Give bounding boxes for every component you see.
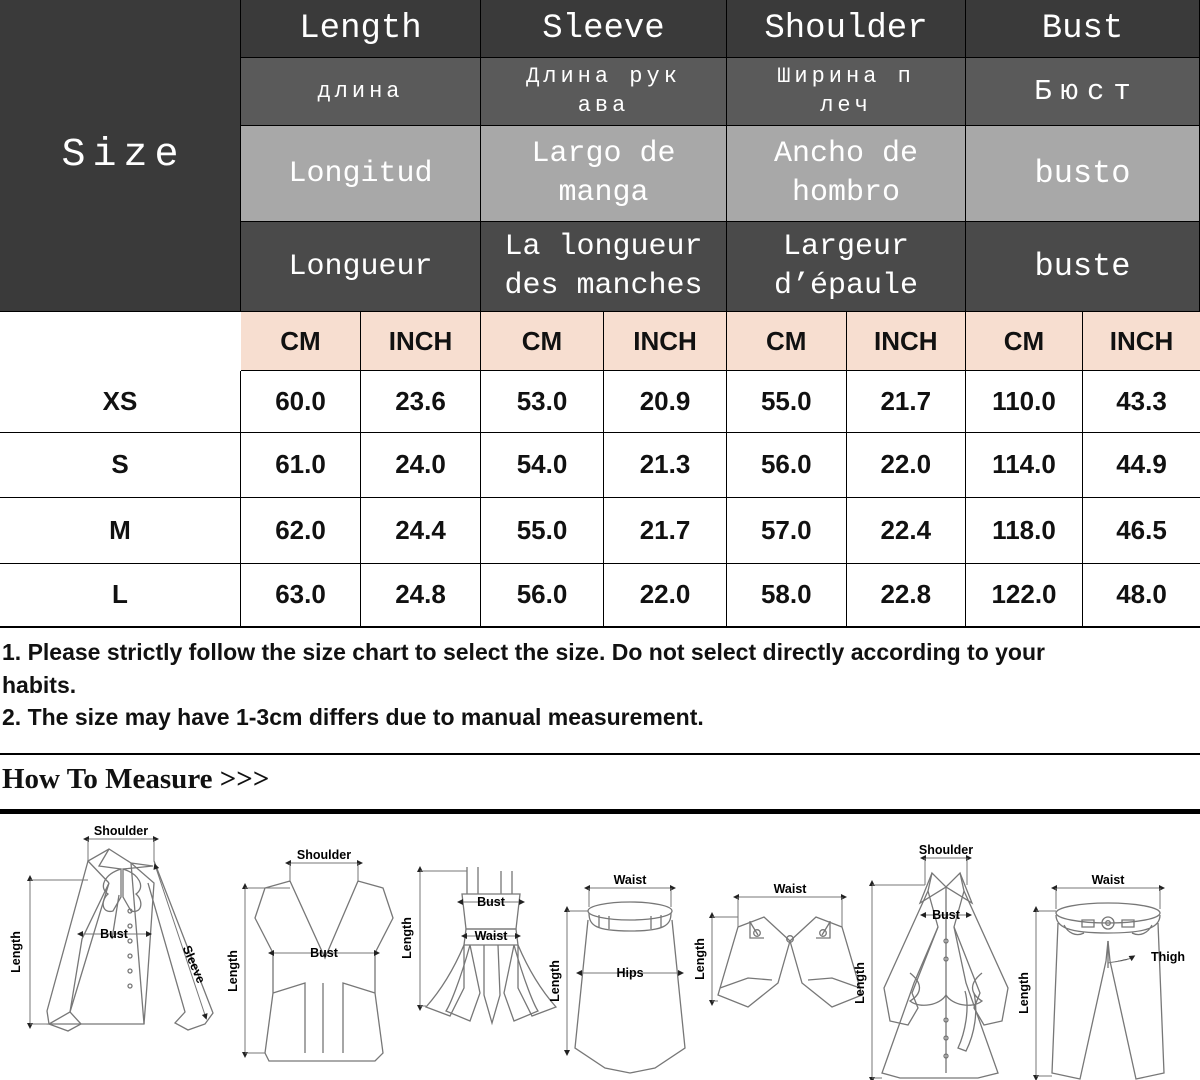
svg-text:Length: Length	[1017, 972, 1031, 1014]
svg-text:Length: Length	[400, 917, 414, 959]
svg-text:Waist: Waist	[475, 929, 509, 943]
svg-text:Length: Length	[226, 950, 240, 992]
svg-text:Length: Length	[9, 931, 23, 973]
svg-text:Waist: Waist	[774, 882, 808, 896]
svg-text:Bust: Bust	[310, 946, 339, 960]
svg-text:Shoulder: Shoulder	[94, 824, 148, 838]
svg-text:Shoulder: Shoulder	[297, 848, 351, 862]
svg-text:Hips: Hips	[616, 966, 643, 980]
svg-text:Length: Length	[548, 960, 562, 1002]
svg-text:Shoulder: Shoulder	[919, 843, 973, 857]
svg-text:Length: Length	[853, 962, 867, 1004]
svg-text:Bust: Bust	[477, 895, 506, 909]
svg-text:Waist: Waist	[1092, 873, 1126, 887]
svg-text:Bust: Bust	[932, 908, 961, 922]
svg-text:Sleeve: Sleeve	[180, 943, 208, 985]
svg-text:Length: Length	[693, 938, 707, 980]
svg-text:Waist: Waist	[614, 873, 648, 887]
svg-text:Bust: Bust	[100, 927, 129, 941]
svg-text:Thigh: Thigh	[1151, 950, 1185, 964]
